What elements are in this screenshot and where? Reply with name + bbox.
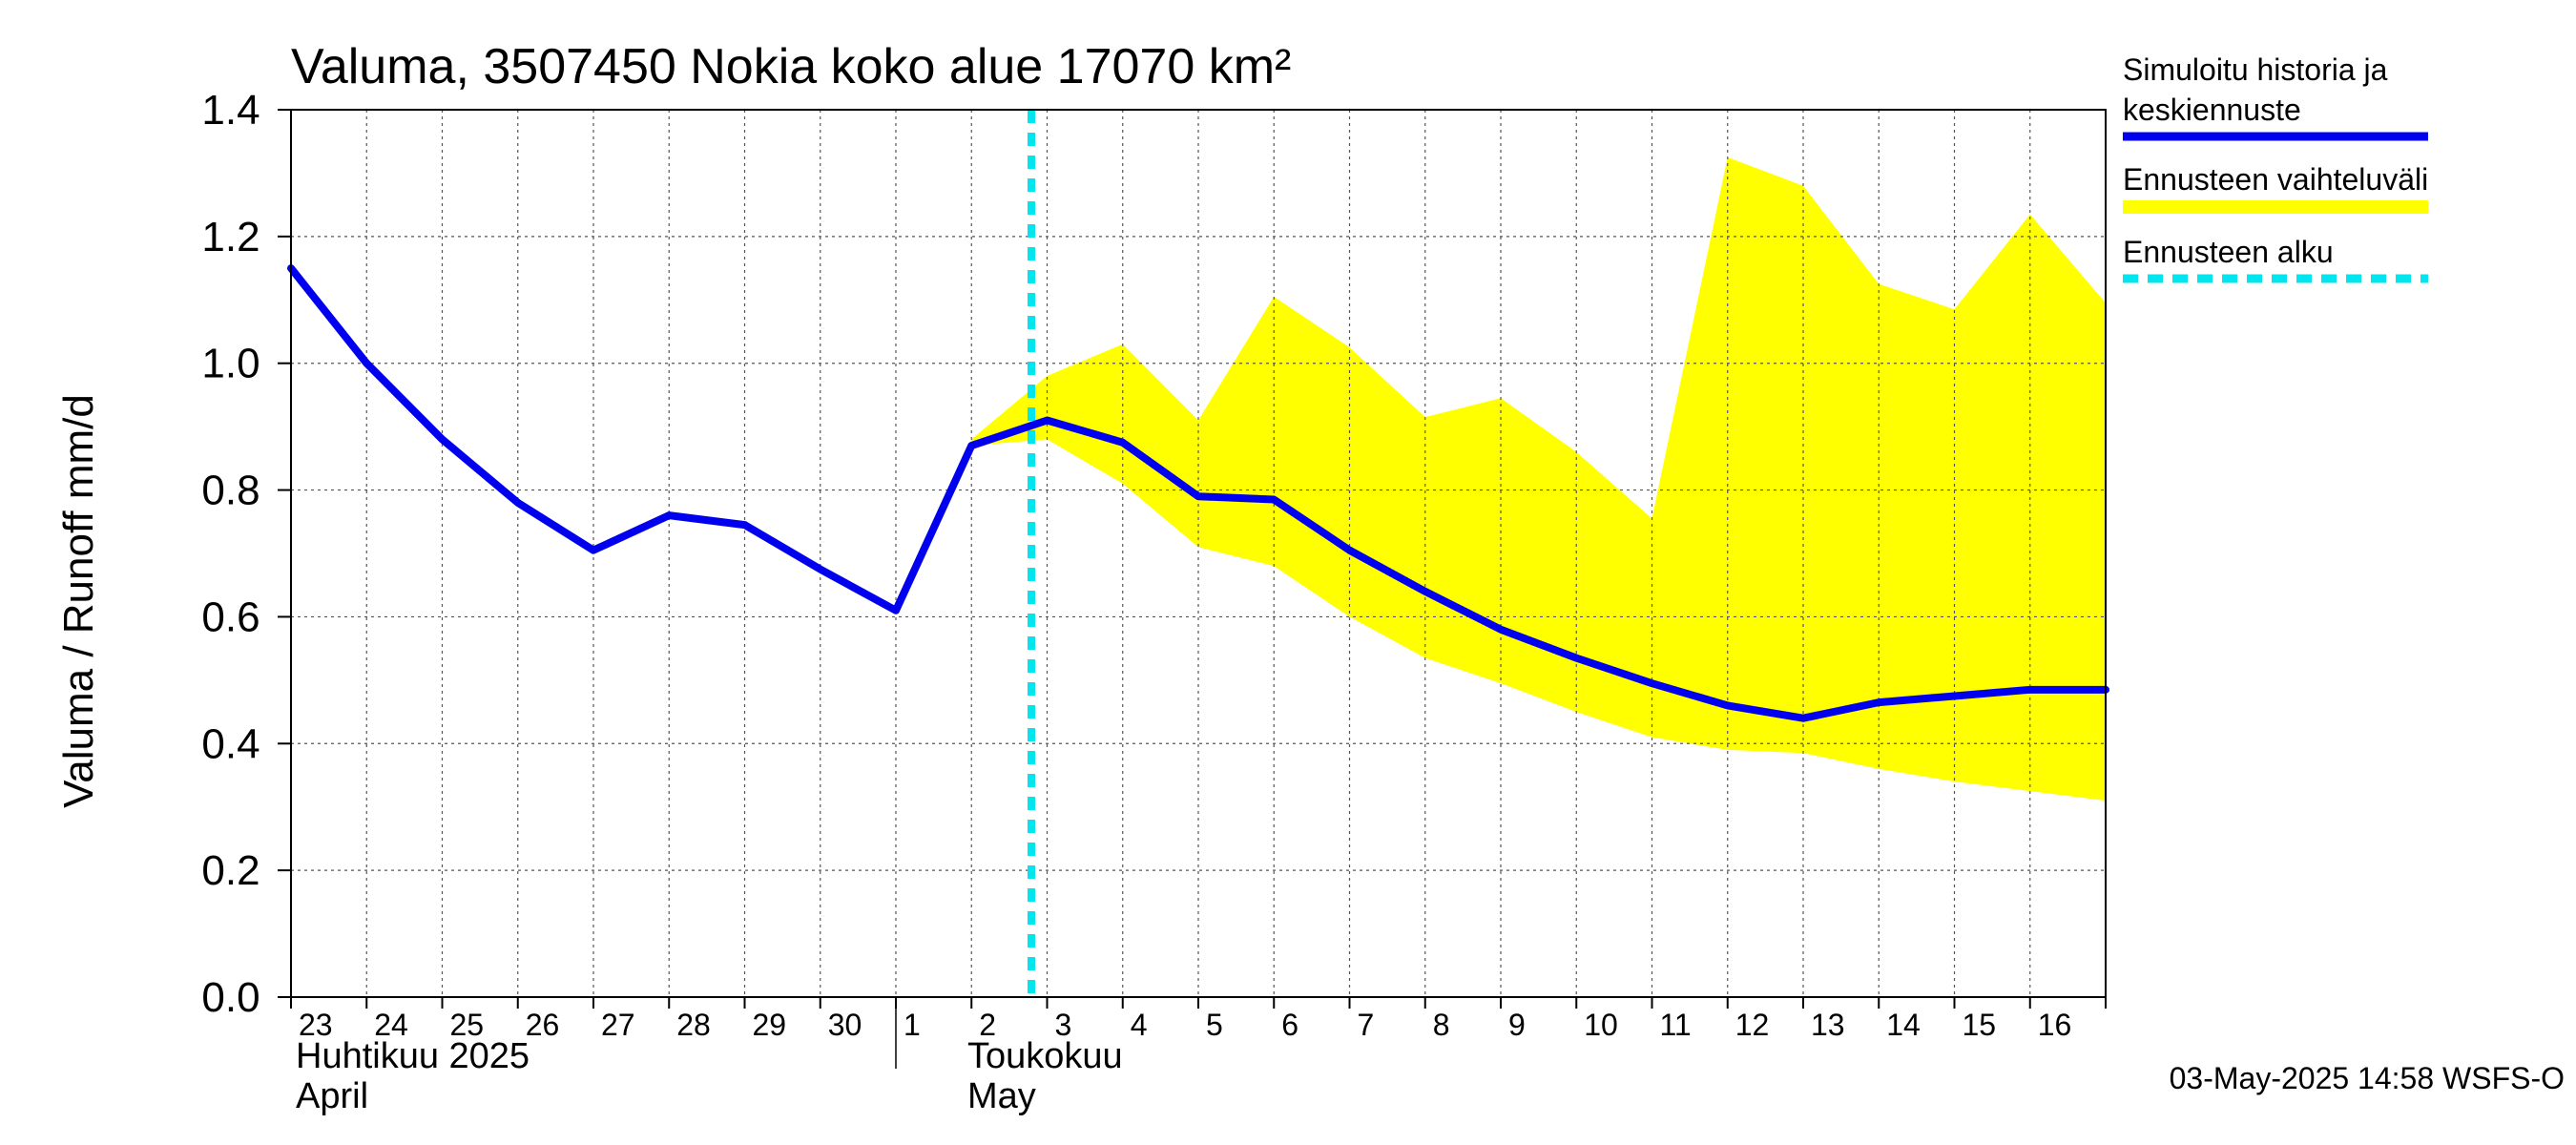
legend: Simuloitu historia ja keskiennuste Ennuste… — [2123, 52, 2428, 283]
y-tick-label: 0.6 — [201, 593, 260, 640]
y-tick-label: 1.0 — [201, 341, 260, 387]
y-tick-label: 1.4 — [201, 87, 260, 134]
x-tick-label: 29 — [753, 1008, 787, 1042]
y-tick-label: 1.2 — [201, 214, 260, 260]
month-label-may-en: May — [967, 1076, 1036, 1116]
x-tick-label: 2 — [979, 1008, 996, 1042]
x-tick-label: 13 — [1811, 1008, 1845, 1042]
x-tick-label: 10 — [1584, 1008, 1618, 1042]
x-tick-label: 26 — [526, 1008, 560, 1042]
x-tick-label: 1 — [904, 1008, 921, 1042]
x-tick-label: 30 — [828, 1008, 862, 1042]
series-layer — [287, 264, 2109, 722]
x-tick-label: 4 — [1131, 1008, 1148, 1042]
month-label-may-fi: Toukokuu — [967, 1036, 1123, 1076]
x-tick-label: 3 — [1055, 1008, 1072, 1042]
y-tick-label: 0.0 — [201, 974, 260, 1021]
x-tick-label: 6 — [1281, 1008, 1298, 1042]
y-axis-title: Valuma / Runoff mm/d — [55, 394, 102, 808]
x-tick-label: 16 — [2038, 1008, 2072, 1042]
x-tick-label: 5 — [1206, 1008, 1223, 1042]
x-tick-label: 23 — [299, 1008, 333, 1042]
legend-label-forecast-start: Ennusteen alku — [2123, 235, 2334, 269]
x-tick-label: 7 — [1358, 1008, 1375, 1042]
x-tick-label: 25 — [450, 1008, 485, 1042]
y-tick-label: 0.2 — [201, 847, 260, 894]
legend-label-range: Ennusteen vaihteluväli — [2123, 162, 2428, 197]
y-tick-label: 0.8 — [201, 468, 260, 514]
x-tick-label: 8 — [1433, 1008, 1450, 1042]
x-tick-label: 11 — [1660, 1008, 1692, 1042]
x-axis-labels: 23 24 25 26 27 28 29 30 1 2 3 4 5 6 7 8 9 10 11 12 13 14 15 16H… — [296, 1008, 2071, 1116]
x-tick-label: 9 — [1508, 1008, 1526, 1042]
month-label-april-fi: Huhtikuu 2025 — [296, 1036, 530, 1076]
simulated-series-line — [287, 264, 2109, 722]
chart-title: Valuma, 3507450 Nokia koko alue 17070 km… — [291, 39, 1291, 94]
x-tick-label: 15 — [1963, 1008, 1997, 1042]
x-tick-label: 12 — [1735, 1008, 1770, 1042]
x-tick-label: 24 — [374, 1008, 408, 1042]
axes-layer — [278, 109, 2107, 1069]
legend-label-simulated-line1: Simuloitu historia ja — [2123, 52, 2388, 87]
y-axis-labels: 0.0 0.2 0.4 0.6 0.8 1.0 1.2 1.4 — [201, 87, 260, 1021]
y-tick-label: 0.4 — [201, 720, 260, 767]
x-tick-label: 27 — [601, 1008, 635, 1042]
timestamp: 03-May-2025 14:58 WSFS-O — [2170, 1061, 2565, 1095]
month-label-april-en: April — [296, 1076, 368, 1116]
forecast-range-band-layer — [971, 156, 2106, 802]
x-tick-label: 14 — [1886, 1008, 1921, 1042]
legend-label-simulated-line2: keskiennuste — [2123, 93, 2301, 127]
x-tick-label: 28 — [676, 1008, 711, 1042]
forecast-range-band — [971, 156, 2106, 802]
